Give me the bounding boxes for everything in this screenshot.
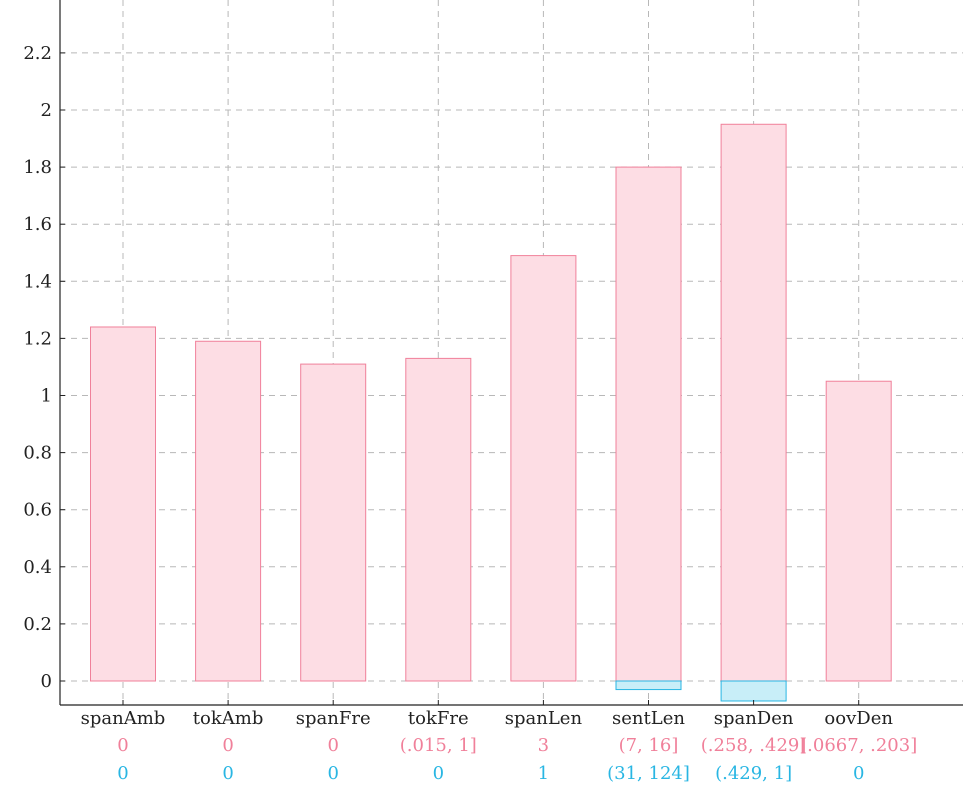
bar-series-1-sentLen: [615, 166, 682, 682]
bucket-label-series-2: 0: [222, 763, 233, 784]
y-tick-label: 0: [41, 671, 52, 692]
bucket-label-series-2: 0: [117, 763, 128, 784]
x-tick-label: spanAmb: [81, 708, 166, 729]
x-tick-label: tokFre: [408, 708, 469, 729]
x-tick-label: spanLen: [505, 708, 583, 729]
bucket-label-series-2: 0: [853, 763, 864, 784]
bar-series-1-spanDen: [720, 123, 787, 682]
bucket-label-series-1: 3: [538, 735, 549, 756]
y-tick-label: 0.4: [23, 557, 52, 578]
y-tick-label: 1.2: [23, 328, 52, 349]
bar-series-1-tokFre: [405, 357, 472, 682]
bucket-label-series-2: (31, 124]: [607, 763, 690, 784]
bar-series-2-sentLen: [615, 680, 682, 691]
y-tick-label: 1: [41, 386, 52, 407]
bar-series-1-spanAmb: [90, 326, 156, 682]
bucket-label-series-2: 0: [327, 763, 338, 784]
y-tick-label: 0.6: [23, 500, 52, 521]
bucket-label-series-2: 0: [433, 763, 444, 784]
bucket-label-series-1: (7, 16]: [619, 735, 679, 756]
bucket-label-series-1: 0: [117, 735, 128, 756]
y-tick-label: 2: [41, 100, 52, 121]
bar-series-1-tokAmb: [195, 340, 262, 682]
bar-series-1-spanLen: [510, 255, 577, 682]
y-tick-label: 1.6: [23, 214, 52, 235]
y-tick-label: 1.8: [23, 157, 52, 178]
axes: [59, 0, 963, 706]
x-tick-label: spanDen: [714, 708, 794, 729]
bar-series-1-spanFre: [300, 363, 367, 682]
labels: 0 0.2 0.4 0.6 0.8 1 1.2 1.4 1.6 1.8 2 2.2 spanAmb 0 0 t…: [23, 43, 917, 784]
bucket-label-series-1: (.258, .429]: [701, 735, 807, 756]
bucket-label-series-2: (.429, 1]: [715, 763, 792, 784]
y-tick-label: 0.2: [23, 614, 52, 635]
bucket-label-series-1: 0: [222, 735, 233, 756]
y-tick-label: 0.8: [23, 443, 52, 464]
y-tick-label: 2.2: [23, 43, 52, 64]
bucket-label-series-2: 1: [538, 763, 549, 784]
x-tick-label: oovDen: [824, 708, 893, 729]
x-tick-label: spanFre: [296, 708, 371, 729]
bars: [90, 123, 892, 702]
bucket-label-series-1: 0: [327, 735, 338, 756]
x-tick-label: sentLen: [612, 708, 685, 729]
x-tick-label: tokAmb: [193, 708, 264, 729]
bucket-label-series-1: (.015, 1]: [400, 735, 477, 756]
bar-series-1-oovDen: [825, 380, 892, 682]
bar-series-2-spanDen: [720, 680, 787, 702]
y-tick-label: 1.4: [23, 271, 52, 292]
bucket-label-series-1: [.0667, .203]: [800, 735, 917, 756]
